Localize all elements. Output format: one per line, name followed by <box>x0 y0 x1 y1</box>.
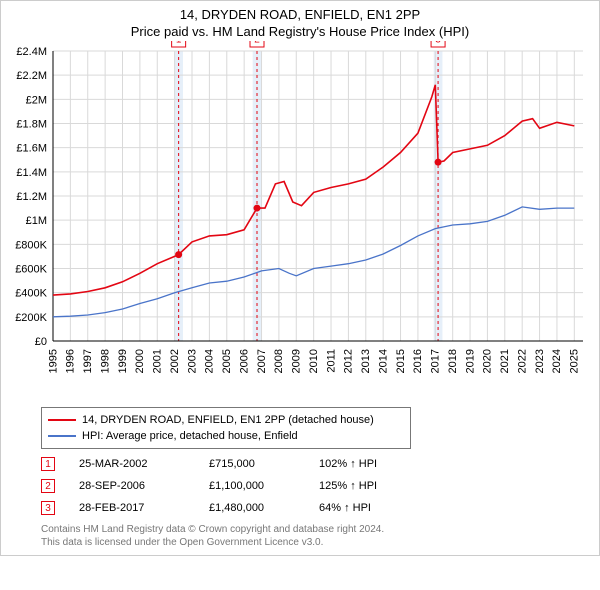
svg-text:£2M: £2M <box>26 94 47 106</box>
svg-text:2007: 2007 <box>256 349 268 373</box>
svg-text:2000: 2000 <box>134 349 146 373</box>
title-subtitle: Price paid vs. HM Land Registry's House … <box>5 24 595 39</box>
sale-date: 28-SEP-2006 <box>79 480 209 492</box>
title-address: 14, DRYDEN ROAD, ENFIELD, EN1 2PP <box>5 7 595 22</box>
svg-text:£400K: £400K <box>15 288 47 300</box>
svg-text:£1.4M: £1.4M <box>16 167 47 179</box>
svg-text:1999: 1999 <box>117 349 129 373</box>
svg-text:2001: 2001 <box>152 349 164 373</box>
sale-pct: 125% ↑ HPI <box>319 480 439 492</box>
legend: 14, DRYDEN ROAD, ENFIELD, EN1 2PP (detac… <box>41 407 411 449</box>
svg-text:£600K: £600K <box>15 264 47 276</box>
svg-text:2005: 2005 <box>221 349 233 373</box>
svg-text:2025: 2025 <box>569 349 581 373</box>
svg-text:2009: 2009 <box>291 349 303 373</box>
footer: Contains HM Land Registry data © Crown c… <box>41 523 589 549</box>
legend-swatch <box>48 435 76 437</box>
sale-price: £1,100,000 <box>209 480 319 492</box>
svg-text:2022: 2022 <box>516 349 528 373</box>
chart-svg: £0 £200K £400K £600K £800K £1M £1.2M £1.4M £1.6M… <box>1 41 599 401</box>
svg-text:2008: 2008 <box>273 349 285 373</box>
sale-pct: 102% ↑ HPI <box>319 458 439 470</box>
sale-date: 25-MAR-2002 <box>79 458 209 470</box>
svg-text:1997: 1997 <box>82 349 94 373</box>
chart-area: £0 £200K £400K £600K £800K £1M £1.2M £1.4M £1.6M… <box>1 41 599 401</box>
svg-text:2015: 2015 <box>395 349 407 373</box>
legend-label: 14, DRYDEN ROAD, ENFIELD, EN1 2PP (detac… <box>82 412 374 428</box>
svg-text:1: 1 <box>176 41 182 46</box>
svg-text:2023: 2023 <box>534 349 546 373</box>
svg-text:1995: 1995 <box>47 349 59 373</box>
svg-text:£0: £0 <box>35 336 47 348</box>
chart-container: 14, DRYDEN ROAD, ENFIELD, EN1 2PP Price … <box>0 0 600 556</box>
svg-text:2006: 2006 <box>238 349 250 373</box>
svg-text:2017: 2017 <box>430 349 442 373</box>
svg-text:£2.4M: £2.4M <box>16 46 47 58</box>
svg-text:3: 3 <box>435 41 441 46</box>
svg-text:1998: 1998 <box>99 349 111 373</box>
svg-text:1996: 1996 <box>65 349 77 373</box>
footer-line: Contains HM Land Registry data © Crown c… <box>41 523 589 536</box>
sale-pct: 64% ↑ HPI <box>319 502 439 514</box>
sales-row: 3 28-FEB-2017 £1,480,000 64% ↑ HPI <box>41 497 589 519</box>
svg-text:£800K: £800K <box>15 239 47 251</box>
legend-row: HPI: Average price, detached house, Enfi… <box>48 428 404 444</box>
svg-text:2002: 2002 <box>169 349 181 373</box>
svg-text:2012: 2012 <box>343 349 355 373</box>
sale-marker-num: 3 <box>41 501 55 515</box>
svg-text:£1.2M: £1.2M <box>16 191 47 203</box>
sales-row: 1 25-MAR-2002 £715,000 102% ↑ HPI <box>41 453 589 475</box>
sale-price: £715,000 <box>209 458 319 470</box>
svg-text:2004: 2004 <box>204 349 216 373</box>
title-block: 14, DRYDEN ROAD, ENFIELD, EN1 2PP Price … <box>1 1 599 41</box>
svg-text:2014: 2014 <box>377 349 389 373</box>
sales-row: 2 28-SEP-2006 £1,100,000 125% ↑ HPI <box>41 475 589 497</box>
svg-text:2003: 2003 <box>186 349 198 373</box>
svg-text:2011: 2011 <box>325 349 337 373</box>
sale-date: 28-FEB-2017 <box>79 502 209 514</box>
footer-line: This data is licensed under the Open Gov… <box>41 536 589 549</box>
svg-text:2019: 2019 <box>464 349 476 373</box>
svg-text:2018: 2018 <box>447 349 459 373</box>
sales-table: 1 25-MAR-2002 £715,000 102% ↑ HPI 2 28-S… <box>41 453 589 519</box>
legend-label: HPI: Average price, detached house, Enfi… <box>82 428 298 444</box>
sale-marker-num: 2 <box>41 479 55 493</box>
svg-text:£2.2M: £2.2M <box>16 70 47 82</box>
svg-text:2016: 2016 <box>412 349 424 373</box>
svg-text:2024: 2024 <box>551 349 563 373</box>
svg-text:£1.8M: £1.8M <box>16 119 47 131</box>
legend-swatch <box>48 419 76 421</box>
svg-text:£1M: £1M <box>26 215 47 227</box>
svg-text:2021: 2021 <box>499 349 511 373</box>
svg-text:2013: 2013 <box>360 349 372 373</box>
svg-text:2020: 2020 <box>482 349 494 373</box>
sale-price: £1,480,000 <box>209 502 319 514</box>
svg-text:2: 2 <box>254 41 260 46</box>
sale-marker-num: 1 <box>41 457 55 471</box>
svg-text:£200K: £200K <box>15 312 47 324</box>
legend-row: 14, DRYDEN ROAD, ENFIELD, EN1 2PP (detac… <box>48 412 404 428</box>
svg-text:2010: 2010 <box>308 349 320 373</box>
svg-text:£1.6M: £1.6M <box>16 143 47 155</box>
